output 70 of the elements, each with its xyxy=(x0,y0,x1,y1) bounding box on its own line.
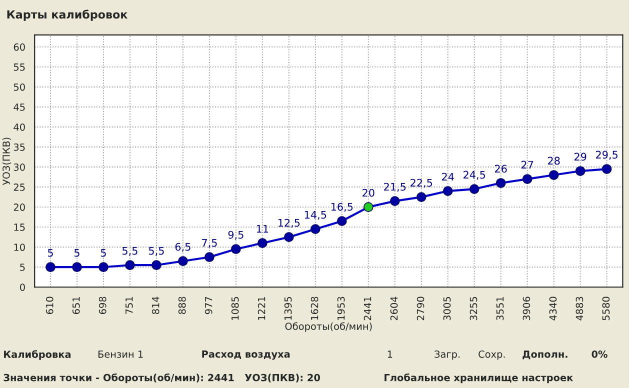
text: 5,5 xyxy=(122,247,138,256)
x-tick-label: 1221 xyxy=(258,297,266,320)
x-tick-label: 2604 xyxy=(390,296,398,320)
text: 1 xyxy=(388,350,392,358)
x-tick-label: 888 xyxy=(178,296,186,314)
chart-title: Карты калибровок xyxy=(7,10,128,21)
text: 5 xyxy=(74,249,80,257)
text: 0% xyxy=(592,350,608,358)
x-tick-label: 1395 xyxy=(284,297,292,320)
x-tick-label: 1953 xyxy=(337,296,345,320)
text: 14,5 xyxy=(304,210,326,220)
text: 29,5 xyxy=(596,150,618,160)
text: 27 xyxy=(521,160,534,169)
x-tick-label: 651 xyxy=(72,297,80,314)
x-tick-label: 3906 xyxy=(522,296,530,320)
y-tick-label: 30 xyxy=(14,164,25,171)
y-tick-label: 5 xyxy=(20,264,25,271)
x-tick-label: 1085 xyxy=(231,297,239,320)
y-tick-label: 0 xyxy=(20,284,25,291)
x-tick-label: 5580 xyxy=(602,296,610,320)
y-tick-label: 35 xyxy=(14,143,25,151)
x-tick-label: 751 xyxy=(126,297,133,314)
x-tick-label: 3551 xyxy=(496,297,504,320)
y-tick-label: 55 xyxy=(14,64,25,71)
y-tick-label: 25 xyxy=(14,184,25,191)
y-tick-label: 60 xyxy=(14,43,25,51)
text: 5 xyxy=(100,249,106,257)
text: 21,5 xyxy=(384,182,406,192)
x-tick-label: 3005 xyxy=(443,297,451,320)
text: 16,5 xyxy=(331,202,353,212)
text: Дополн. xyxy=(522,350,568,360)
x-tick-label: 977 xyxy=(204,296,212,314)
y-axis-title: УОЗ(ПКВ) xyxy=(2,138,12,185)
text: Загр. xyxy=(434,350,460,360)
text: 24 xyxy=(442,172,454,181)
x-tick-label: 698 xyxy=(98,296,106,314)
text: Сохр. xyxy=(478,350,505,360)
text: 11 xyxy=(256,224,268,233)
text: Глобальное хранилище настроек xyxy=(384,373,574,384)
text: 29 xyxy=(574,152,586,161)
x-tick-label: 1628 xyxy=(310,296,318,320)
x-axis-title: Обороты(об/мин) xyxy=(285,322,372,332)
y-tick-label: 10 xyxy=(14,244,25,251)
text: Расход воздуха xyxy=(202,350,290,360)
y-tick-label: 50 xyxy=(14,83,25,91)
x-tick-label: 4883 xyxy=(576,296,584,320)
text: 9,5 xyxy=(228,230,244,240)
text: 12,5 xyxy=(278,218,300,228)
text: Значения точки - Обороты(об/мин): 2441 УОЗ(ПКВ): 20 xyxy=(4,373,320,384)
text: 5 xyxy=(48,249,53,257)
y-tick-label: 40 xyxy=(14,123,25,131)
text: 26 xyxy=(494,164,507,173)
text: Калибровка xyxy=(4,350,71,360)
text: 20 xyxy=(362,188,374,197)
text: 7,5 xyxy=(202,239,217,248)
x-tick-label: 3255 xyxy=(470,297,478,320)
y-tick-label: 45 xyxy=(14,104,25,111)
text: 6,5 xyxy=(175,242,190,252)
x-tick-label: 2790 xyxy=(416,296,424,320)
y-tick-label: 20 xyxy=(14,204,25,211)
text: 24,5 xyxy=(464,170,486,180)
y-tick-label: 15 xyxy=(14,224,25,231)
x-tick-label: 814 xyxy=(152,296,160,314)
x-tick-label: 4340 xyxy=(549,296,557,320)
text: Бензин 1 xyxy=(98,350,143,358)
text: 22,5 xyxy=(410,178,432,188)
x-tick-label: 610 xyxy=(46,296,54,314)
text: 28 xyxy=(548,156,560,165)
text: 5,5 xyxy=(148,247,164,256)
x-tick-label: 2441 xyxy=(364,297,372,320)
